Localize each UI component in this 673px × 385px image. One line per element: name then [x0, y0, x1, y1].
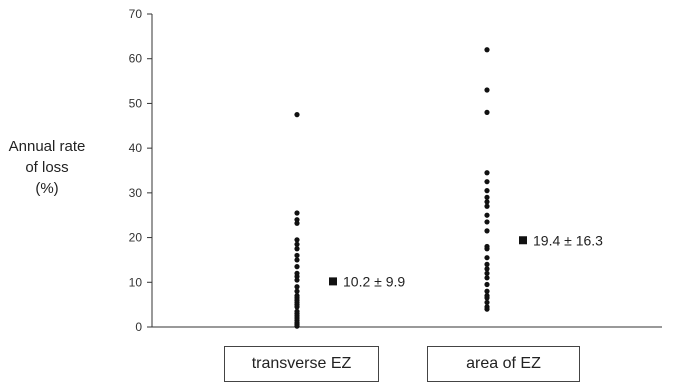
summary-markers: 10.2 ± 9.9 19.4 ± 16.3	[329, 232, 603, 289]
data-point	[484, 288, 490, 294]
y-tick-label: 40	[129, 141, 143, 155]
data-point	[484, 228, 490, 234]
data-point	[484, 212, 490, 218]
data-point	[294, 220, 300, 226]
data-point	[484, 261, 490, 267]
y-axis-label-line-3: (%)	[35, 180, 59, 197]
y-tick-labels: 0 10 20 30 40 50 60 70	[129, 7, 152, 334]
data-point	[484, 299, 490, 306]
data-point	[484, 203, 490, 209]
y-tick-label: 20	[129, 231, 143, 245]
data-point	[484, 270, 490, 276]
data-point	[294, 246, 300, 252]
y-tick-label: 50	[129, 96, 143, 110]
data-point	[484, 281, 490, 288]
data-point	[484, 275, 490, 281]
data-points	[294, 47, 490, 329]
data-point	[484, 199, 490, 205]
data-point	[294, 241, 300, 247]
category-label-area-of-ez: area of EZ	[427, 346, 580, 382]
data-point	[294, 273, 300, 280]
data-point	[294, 217, 300, 223]
data-point	[484, 188, 490, 194]
y-tick-label: 0	[135, 320, 142, 334]
data-point	[484, 179, 490, 185]
category-label-transverse-ez: transverse EZ	[224, 346, 379, 382]
data-point	[484, 266, 490, 272]
mean-marker	[519, 236, 527, 245]
data-point	[294, 288, 300, 294]
data-point	[294, 304, 300, 310]
data-point	[294, 112, 300, 118]
data-point	[294, 277, 300, 283]
data-point	[484, 170, 490, 176]
y-tick-label: 30	[129, 186, 143, 200]
data-point	[294, 210, 300, 216]
data-point	[484, 295, 490, 301]
data-point	[484, 255, 490, 261]
data-point	[294, 323, 300, 329]
mean-sd-label: 10.2 ± 9.9	[343, 273, 405, 289]
y-tick-label: 60	[129, 52, 143, 66]
data-point	[484, 306, 490, 312]
mean-marker	[329, 277, 337, 286]
data-point	[484, 194, 490, 200]
axes	[151, 14, 662, 328]
data-point	[484, 47, 490, 53]
data-point	[294, 257, 300, 263]
y-axis-label-line-1: Annual rate	[8, 138, 86, 155]
data-point	[294, 237, 300, 243]
y-axis-label: Annual rate of loss (%)	[0, 136, 94, 199]
data-point	[484, 246, 490, 252]
mean-sd-label: 19.4 ± 16.3	[533, 232, 603, 248]
data-point	[484, 219, 490, 225]
y-axis-label-line-2: of loss	[25, 159, 69, 176]
data-point	[294, 264, 300, 270]
data-point	[294, 284, 300, 290]
y-tick-label: 70	[129, 7, 143, 21]
data-point	[484, 109, 490, 115]
y-tick-label: 10	[129, 275, 143, 289]
data-point	[294, 252, 300, 259]
data-point	[484, 87, 490, 93]
